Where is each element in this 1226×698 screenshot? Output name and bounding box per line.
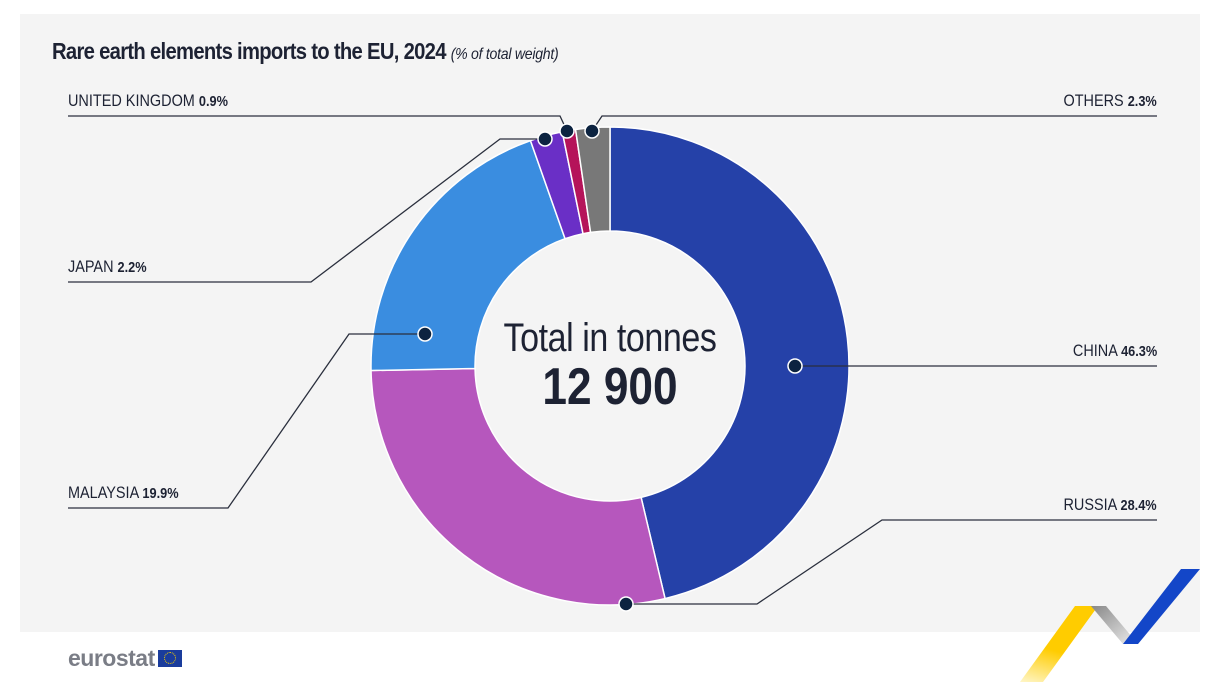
label-name: UNITED KINGDOM (68, 91, 199, 110)
eurostat-logo: eurostat (68, 645, 182, 672)
label-malaysia: MALAYSIA 19.9% (68, 483, 179, 503)
leader-line-malaysia (68, 333, 425, 509)
label-russia: RUSSIA 28.4% (1064, 495, 1157, 515)
label-china: CHINA 46.3% (1073, 341, 1157, 361)
label-value: 19.9% (142, 485, 179, 502)
label-name: CHINA (1072, 341, 1121, 360)
eu-flag-icon (157, 650, 182, 667)
label-value: 46.3% (1120, 343, 1157, 360)
label-others: OTHERS 2.3% (1064, 91, 1157, 111)
slice-russia (370, 367, 666, 606)
corner-decoration (1020, 569, 1200, 682)
center-total: 12 900 (542, 358, 678, 416)
center-caption: Total in tonnes (503, 316, 717, 360)
slice-malaysia (370, 139, 567, 372)
label-name: OTHERS (1063, 91, 1128, 110)
label-name: JAPAN (68, 257, 118, 276)
label-name: MALAYSIA (68, 483, 143, 502)
chart-subtitle: (% of total weight) (450, 46, 559, 63)
label-japan: JAPAN 2.2% (68, 257, 147, 277)
label-united-kingdom: UNITED KINGDOM 0.9% (68, 91, 228, 111)
marker-united-kingdom (559, 123, 575, 139)
label-value: 28.4% (1120, 497, 1157, 514)
slice-china (609, 126, 850, 600)
label-name: RUSSIA (1063, 495, 1121, 514)
marker-japan (537, 131, 553, 147)
leader-line-others (591, 115, 1157, 132)
leader-line-japan (68, 138, 545, 283)
marker-others (584, 123, 600, 139)
leader-line-russia (626, 519, 1157, 605)
center-label: Total in tonnes 12 900 (460, 316, 760, 417)
label-value: 2.3% (1127, 93, 1157, 110)
label-value: 2.2% (117, 259, 147, 276)
leader-line-united-kingdom (68, 115, 568, 132)
marker-russia (618, 596, 634, 612)
marker-malaysia (417, 326, 433, 342)
chart-title: Rare earth elements imports to the EU, 2… (52, 38, 559, 64)
label-value: 0.9% (198, 93, 228, 110)
marker-china (787, 358, 803, 374)
